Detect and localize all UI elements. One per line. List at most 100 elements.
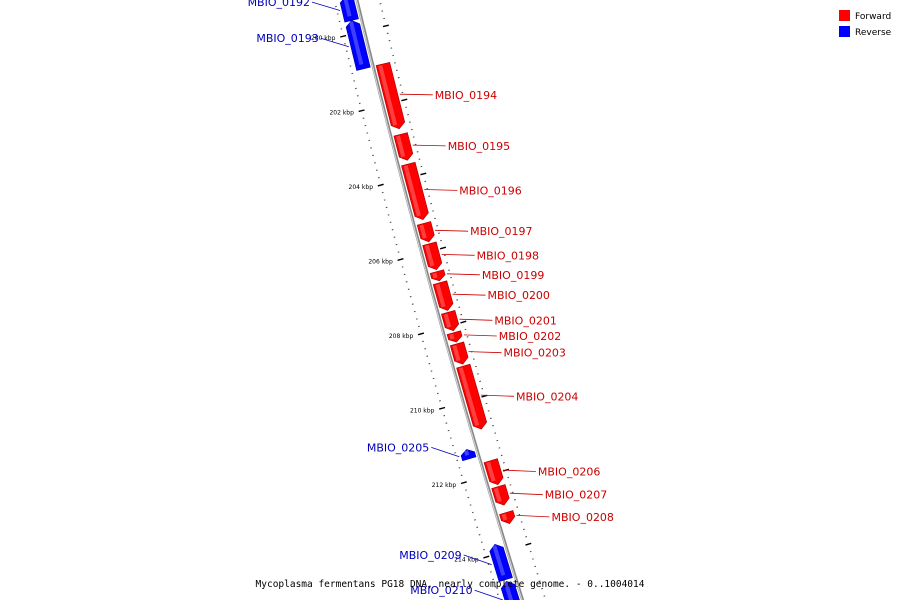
major-tick (439, 406, 446, 410)
gene-highlight (435, 283, 446, 308)
minor-tick (471, 511, 474, 514)
minor-tick (422, 340, 424, 343)
tick-label: 214 kbp (454, 556, 479, 563)
gene-highlight (396, 135, 406, 158)
major-tick (460, 481, 467, 485)
gene-highlight (492, 545, 506, 576)
gene-body (429, 269, 446, 282)
gene-highlight (419, 224, 427, 239)
gene-label-mbio_0207[interactable]: MBIO_0207 (545, 489, 607, 502)
gene-label-mbio_0194[interactable]: MBIO_0194 (435, 89, 497, 102)
minor-tick (467, 496, 470, 499)
minor-tick (543, 595, 546, 597)
gene-label-mbio_0200[interactable]: MBIO_0200 (488, 289, 550, 302)
major-tick (358, 109, 365, 113)
gene-mbio_0207[interactable] (491, 484, 510, 506)
gene-leader-line (480, 394, 515, 397)
minor-tick (460, 474, 463, 476)
gene-body (446, 330, 463, 343)
gene-leader-line (431, 447, 460, 458)
gene-highlight (464, 450, 470, 456)
gene-leader-line (502, 469, 536, 472)
gene-mbio_0199[interactable] (429, 269, 446, 282)
gene-mbio_0200[interactable] (432, 280, 454, 311)
tick-label: 202 kbp (329, 110, 354, 117)
minor-tick (518, 513, 521, 516)
gene-mbio_0192[interactable] (339, 0, 359, 23)
major-tick (525, 542, 532, 546)
gene-highlight (443, 313, 452, 328)
gene-label-mbio_0206[interactable]: MBIO_0206 (538, 466, 600, 479)
gene-mbio_0203[interactable] (449, 341, 469, 365)
minor-tick (500, 454, 503, 457)
gene-label-mbio_0201[interactable]: MBIO_0201 (494, 314, 556, 327)
gene-label-mbio_0198[interactable]: MBIO_0198 (477, 249, 539, 262)
gene-leader-line (452, 293, 486, 296)
minor-tick (494, 586, 497, 588)
gene-mbio_0201[interactable] (441, 310, 460, 332)
gene-highlight (486, 461, 496, 482)
minor-tick (417, 325, 420, 328)
minor-tick (449, 437, 452, 439)
minor-tick (511, 491, 514, 494)
major-tick (397, 258, 404, 261)
gene-label-mbio_0208[interactable]: MBIO_0208 (552, 511, 614, 524)
gene-label-mbio_0203[interactable]: MBIO_0203 (504, 347, 566, 360)
minor-tick (439, 400, 441, 402)
gene-leader-line (459, 318, 493, 321)
gene-body (460, 449, 477, 462)
major-tick (420, 172, 427, 176)
gene-highlight (432, 272, 438, 279)
gene-mbio_0197[interactable] (416, 221, 435, 243)
gene-leader-line (441, 254, 475, 256)
gene-leader-line (463, 554, 492, 565)
gene-leader-line (311, 1, 341, 11)
minor-tick (478, 534, 481, 536)
major-tick (401, 98, 408, 102)
gene-label-mbio_0205[interactable]: MBIO_0205 (367, 441, 429, 454)
minor-tick (541, 587, 544, 590)
gene-body (491, 484, 510, 506)
minor-tick (454, 291, 457, 294)
gene-mbio_0208[interactable] (499, 510, 516, 524)
minor-tick (516, 506, 519, 508)
gene-body (416, 221, 435, 243)
gene-label-mbio_0210[interactable]: MBIO_0210 (410, 584, 472, 597)
minor-tick (513, 499, 516, 501)
minor-tick (520, 521, 523, 523)
minor-tick (460, 313, 463, 316)
gene-mbio_0193[interactable] (345, 20, 371, 71)
legend-reverse-swatch (839, 26, 850, 37)
gene-label-mbio_0197[interactable]: MBIO_0197 (470, 225, 532, 238)
gene-mbio_0205[interactable] (460, 449, 477, 462)
gene-label-mbio_0199[interactable]: MBIO_0199 (482, 269, 544, 282)
gene-mbio_0204[interactable] (456, 363, 488, 430)
gene-highlight (343, 0, 352, 17)
gene-label-mbio_0204[interactable]: MBIO_0204 (516, 390, 578, 403)
gene-mbio_0196[interactable] (401, 161, 429, 220)
gene-label-mbio_0196[interactable]: MBIO_0196 (459, 184, 521, 197)
gene-mbio_0210[interactable] (500, 581, 523, 600)
tick-label: 204 kbp (349, 184, 374, 191)
gene-mbio_0195[interactable] (393, 132, 414, 161)
gene-label-mbio_0193[interactable]: MBIO_0193 (256, 32, 318, 45)
gene-leader-line (474, 589, 503, 600)
gene-highlight (501, 513, 508, 521)
gene-highlight (458, 367, 480, 426)
gene-label-mbio_0202[interactable]: MBIO_0202 (499, 330, 561, 343)
gene-highlight (452, 345, 461, 362)
gene-label-mbio_0192[interactable]: MBIO_0192 (248, 0, 310, 9)
minor-tick (456, 459, 459, 462)
gene-mbio_0209[interactable] (489, 543, 513, 582)
minor-tick (401, 266, 404, 268)
gene-mbio_0202[interactable] (446, 330, 463, 343)
minor-tick (381, 191, 384, 194)
gene-label-mbio_0195[interactable]: MBIO_0195 (448, 140, 510, 153)
gene-label-mbio_0209[interactable]: MBIO_0209 (399, 549, 461, 562)
gene-mbio_0194[interactable] (375, 61, 406, 130)
gene-mbio_0198[interactable] (422, 241, 443, 271)
gene-leader-line (516, 515, 550, 518)
gene-mbio_0206[interactable] (483, 458, 504, 486)
gene-leader-line (446, 273, 480, 276)
